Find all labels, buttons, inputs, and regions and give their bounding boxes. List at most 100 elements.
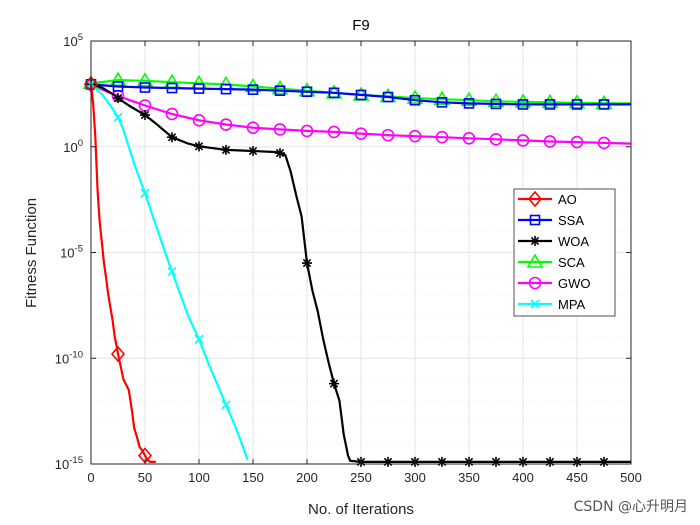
ticks: 0 50 100 150 200 250 300 350 400 450 500 105 100 10-5… [55, 32, 642, 485]
legend-label: MPA [558, 297, 586, 312]
series-layer [82, 71, 632, 467]
data-point-woa [167, 132, 177, 143]
data-point-ssa [220, 83, 232, 95]
y-tick-label: 10-5 [60, 244, 83, 261]
data-point-gwo [354, 127, 368, 140]
legend-swatch-marker [526, 253, 544, 268]
data-point-ssa [193, 83, 205, 94]
data-point-sca [109, 71, 127, 86]
data-point-ssa [274, 85, 286, 97]
data-point-ssa [436, 97, 448, 108]
data-point-woa [545, 456, 555, 467]
data-point-gwo [489, 133, 503, 146]
x-axis-label: No. of Iterations [308, 501, 414, 518]
x-tick-label: 350 [458, 470, 480, 485]
data-point-gwo [192, 114, 206, 127]
data-point-ssa [355, 89, 367, 101]
x-tick-label: 450 [566, 470, 588, 485]
data-point-woa [248, 145, 258, 156]
data-point-ssa [598, 99, 610, 110]
data-point-sca [136, 72, 154, 87]
legend-label: WOA [558, 234, 589, 249]
data-point-sca [487, 92, 505, 108]
data-point-woa [383, 456, 393, 467]
y-tick-label: 10-15 [55, 455, 83, 472]
x-tick-label: 50 [138, 470, 152, 485]
data-point-gwo [327, 125, 341, 139]
data-point-sca [514, 93, 532, 108]
legend-swatch-marker [530, 236, 540, 246]
data-point-gwo [462, 131, 476, 145]
legend-label: GWO [558, 276, 591, 291]
legend-item-woa: WOA [518, 234, 589, 249]
data-point-gwo [570, 135, 584, 149]
data-point-gwo [300, 124, 314, 138]
series-line-gwo [90, 83, 632, 145]
series-woa [86, 79, 631, 467]
data-point-sca [541, 93, 559, 109]
data-point-ssa [463, 98, 475, 109]
data-point-ssa [301, 86, 313, 98]
legend-items: AO SSA WOA SCA GWO MPA [518, 190, 591, 312]
data-point-woa [113, 93, 123, 104]
x-tick-label: 250 [350, 470, 372, 485]
data-point-ssa [571, 99, 583, 110]
data-point-gwo [408, 129, 422, 143]
data-point-woa [302, 258, 312, 269]
x-tick-label: 0 [87, 470, 94, 485]
data-point-ssa [328, 87, 340, 99]
data-point-ssa [409, 94, 421, 106]
x-tick-label: 150 [242, 470, 264, 485]
data-point-woa [437, 456, 447, 467]
data-point-woa [491, 456, 501, 467]
data-point-gwo [597, 136, 611, 150]
data-point-gwo [273, 123, 287, 136]
data-point-woa [140, 110, 150, 121]
legend-swatch-marker [528, 276, 542, 290]
data-point-woa [599, 456, 609, 467]
data-point-gwo [543, 135, 557, 148]
data-point-ssa [166, 82, 178, 94]
series-line-mpa [90, 83, 249, 461]
chart-title: F9 [352, 17, 370, 34]
data-point-ssa [139, 82, 151, 93]
x-tick-label: 100 [188, 470, 210, 485]
legend-label: SCA [558, 255, 585, 270]
data-point-gwo [516, 134, 530, 147]
y-tick-label: 105 [63, 32, 83, 49]
data-point-ssa [517, 99, 529, 110]
data-point-gwo [381, 128, 395, 142]
data-point-gwo [246, 121, 260, 135]
data-point-mpa [194, 334, 204, 344]
y-tick-label: 10-10 [55, 349, 83, 366]
y-tick-label: 100 [63, 138, 83, 155]
data-point-mpa [113, 112, 123, 122]
data-point-gwo [219, 118, 233, 131]
legend-item-gwo: GWO [518, 276, 591, 291]
legend: AO SSA WOA SCA GWO MPA [513, 188, 616, 317]
data-point-gwo [165, 107, 179, 121]
legend-box [513, 188, 616, 317]
data-point-mpa [167, 266, 177, 277]
data-point-gwo [435, 130, 449, 144]
data-point-mpa [140, 188, 150, 198]
data-point-mpa [221, 400, 231, 410]
data-point-woa [329, 378, 339, 389]
legend-item-sca: SCA [518, 253, 585, 270]
legend-swatch-marker [527, 190, 543, 208]
data-point-sca [406, 89, 424, 104]
data-point-woa [194, 141, 204, 152]
x-tick-label: 300 [404, 470, 426, 485]
data-point-ssa [382, 91, 394, 103]
legend-item-ssa: SSA [518, 213, 584, 228]
data-point-ssa [112, 81, 124, 92]
legend-label: SSA [558, 213, 584, 228]
legend-item-ao: AO [518, 190, 577, 208]
y-axis-label: Fitness Function [23, 198, 40, 308]
data-point-sca [568, 94, 586, 109]
x-tick-label: 500 [620, 470, 642, 485]
data-point-ssa [247, 84, 259, 95]
data-point-ssa [544, 99, 556, 110]
data-point-woa [221, 144, 231, 155]
watermark: CSDN @心升明月 [574, 499, 688, 515]
